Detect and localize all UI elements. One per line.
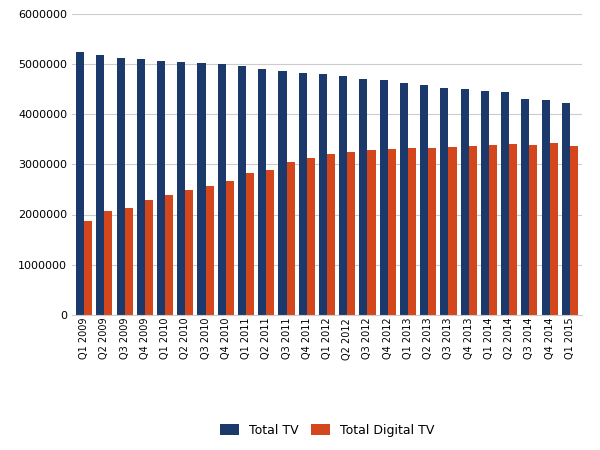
Bar bbox=[521, 99, 529, 315]
Bar bbox=[408, 148, 416, 315]
Bar bbox=[327, 154, 335, 315]
Bar bbox=[145, 200, 153, 315]
Bar bbox=[570, 146, 578, 315]
Bar bbox=[448, 147, 457, 315]
Bar bbox=[177, 62, 185, 315]
Bar bbox=[359, 79, 367, 315]
Bar bbox=[481, 91, 489, 315]
Bar bbox=[380, 81, 388, 315]
Bar bbox=[206, 186, 214, 315]
Bar bbox=[125, 208, 133, 315]
Bar bbox=[76, 52, 84, 315]
Bar bbox=[339, 76, 347, 315]
Bar bbox=[238, 66, 246, 315]
Bar bbox=[400, 83, 408, 315]
Bar bbox=[96, 55, 104, 315]
Bar bbox=[137, 59, 145, 315]
Bar bbox=[278, 71, 287, 315]
Bar bbox=[266, 170, 274, 315]
Bar bbox=[469, 146, 477, 315]
Bar bbox=[104, 212, 112, 315]
Bar bbox=[319, 74, 327, 315]
Bar bbox=[84, 220, 92, 315]
Bar bbox=[542, 100, 550, 315]
Bar bbox=[440, 88, 448, 315]
Bar bbox=[165, 195, 173, 315]
Bar bbox=[367, 150, 376, 315]
Bar bbox=[246, 173, 254, 315]
Bar bbox=[509, 144, 517, 315]
Bar bbox=[197, 63, 206, 315]
Bar bbox=[157, 61, 165, 315]
Bar bbox=[428, 148, 436, 315]
Bar bbox=[388, 148, 396, 315]
Bar bbox=[287, 162, 295, 315]
Bar bbox=[489, 145, 497, 315]
Bar bbox=[299, 73, 307, 315]
Bar bbox=[550, 143, 558, 315]
Bar bbox=[347, 152, 355, 315]
Bar bbox=[562, 103, 570, 315]
Legend: Total TV, Total Digital TV: Total TV, Total Digital TV bbox=[214, 418, 440, 443]
Bar bbox=[307, 158, 315, 315]
Bar bbox=[529, 145, 538, 315]
Bar bbox=[461, 90, 469, 315]
Bar bbox=[185, 190, 193, 315]
Bar bbox=[420, 86, 428, 315]
Bar bbox=[116, 58, 125, 315]
Bar bbox=[258, 69, 266, 315]
Bar bbox=[218, 64, 226, 315]
Bar bbox=[226, 181, 234, 315]
Bar bbox=[501, 92, 509, 315]
